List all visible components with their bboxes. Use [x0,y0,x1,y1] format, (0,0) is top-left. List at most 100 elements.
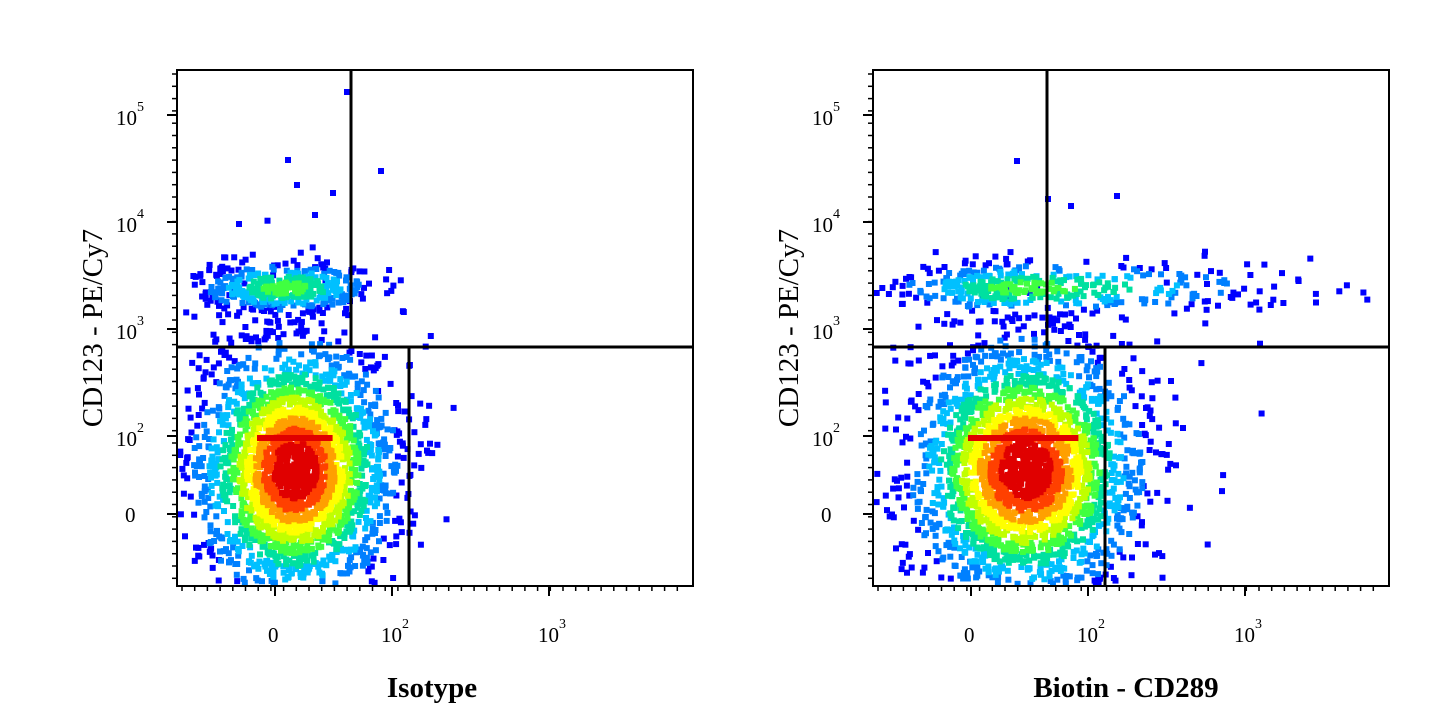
data-point [1090,442,1097,448]
data-point [180,472,187,479]
data-point [243,266,250,273]
data-point [1230,289,1237,296]
data-point [243,455,250,462]
y-axis-ticks [167,73,177,580]
data-point [947,575,954,582]
data-point [1360,289,1367,296]
data-point [1089,348,1096,355]
data-point [1083,258,1090,265]
data-point [986,260,992,267]
x-axis-title: Isotype [387,672,477,704]
data-point [1121,434,1128,441]
data-point [199,279,206,286]
data-point [1006,272,1012,279]
data-point [970,531,976,538]
data-point [1096,354,1103,361]
data-point [275,388,282,395]
data-point [1073,315,1079,322]
data-point [1000,323,1007,330]
data-point [1148,266,1155,273]
data-point [319,577,326,584]
data-point [265,507,272,514]
data-point [340,299,347,306]
data-point [355,472,362,479]
data-point [310,306,317,313]
data-point [227,436,234,443]
data-point [1165,291,1172,297]
data-point [207,297,214,304]
data-point [1139,519,1145,526]
data-point [980,267,987,274]
data-point [263,375,270,382]
data-point [303,529,310,536]
data-point [1133,430,1140,437]
data-point [295,480,302,487]
data-point [1139,422,1146,428]
data-point [969,275,976,282]
data-point [1055,358,1062,365]
data-point [268,565,275,571]
data-point [970,361,976,368]
data-point [1043,360,1050,366]
data-point [1097,574,1103,581]
data-point [1012,402,1019,409]
data-point [1051,405,1057,412]
data-point [1253,299,1260,306]
data-point [966,301,973,308]
data-point [266,445,273,452]
data-point [350,496,357,503]
data-point [1089,562,1096,569]
data-point [1153,290,1160,297]
data-point [1085,486,1091,493]
data-point [1050,528,1057,535]
data-point [325,514,332,520]
data-point [1092,417,1099,424]
data-point [333,546,340,553]
data-point [272,311,279,318]
data-point [910,484,917,491]
data-point [336,541,343,548]
data-point [386,542,393,549]
data-point [1027,529,1034,535]
data-point [966,530,973,537]
data-point [293,377,299,384]
data-point [960,401,967,408]
data-point [1114,522,1121,529]
data-point [443,516,450,523]
data-point [988,406,995,413]
data-point [920,481,927,487]
data-point [977,274,984,281]
data-point [924,299,931,306]
data-point [332,517,339,524]
data-point [298,505,305,512]
data-point [1056,267,1063,274]
data-point [940,295,947,302]
data-point [1070,555,1077,561]
data-point [359,462,366,469]
data-point [298,318,305,325]
data-point [329,286,336,293]
data-point [964,516,971,523]
data-point [275,346,282,353]
data-point [289,427,296,434]
data-point [288,381,295,388]
data-point [1082,469,1089,476]
data-point [953,380,959,387]
data-point [383,517,390,524]
data-point [951,537,958,544]
data-point [200,375,207,382]
data-point [1111,507,1118,514]
data-point [286,545,293,552]
data-point [320,557,327,564]
data-point [1085,408,1092,415]
data-point [320,386,327,393]
data-point [198,463,205,470]
data-point [371,503,378,510]
data-point [982,352,989,359]
data-point [209,407,216,414]
data-point [1046,357,1053,364]
data-point [1022,287,1029,294]
data-point [1005,576,1012,583]
data-point [934,484,941,491]
